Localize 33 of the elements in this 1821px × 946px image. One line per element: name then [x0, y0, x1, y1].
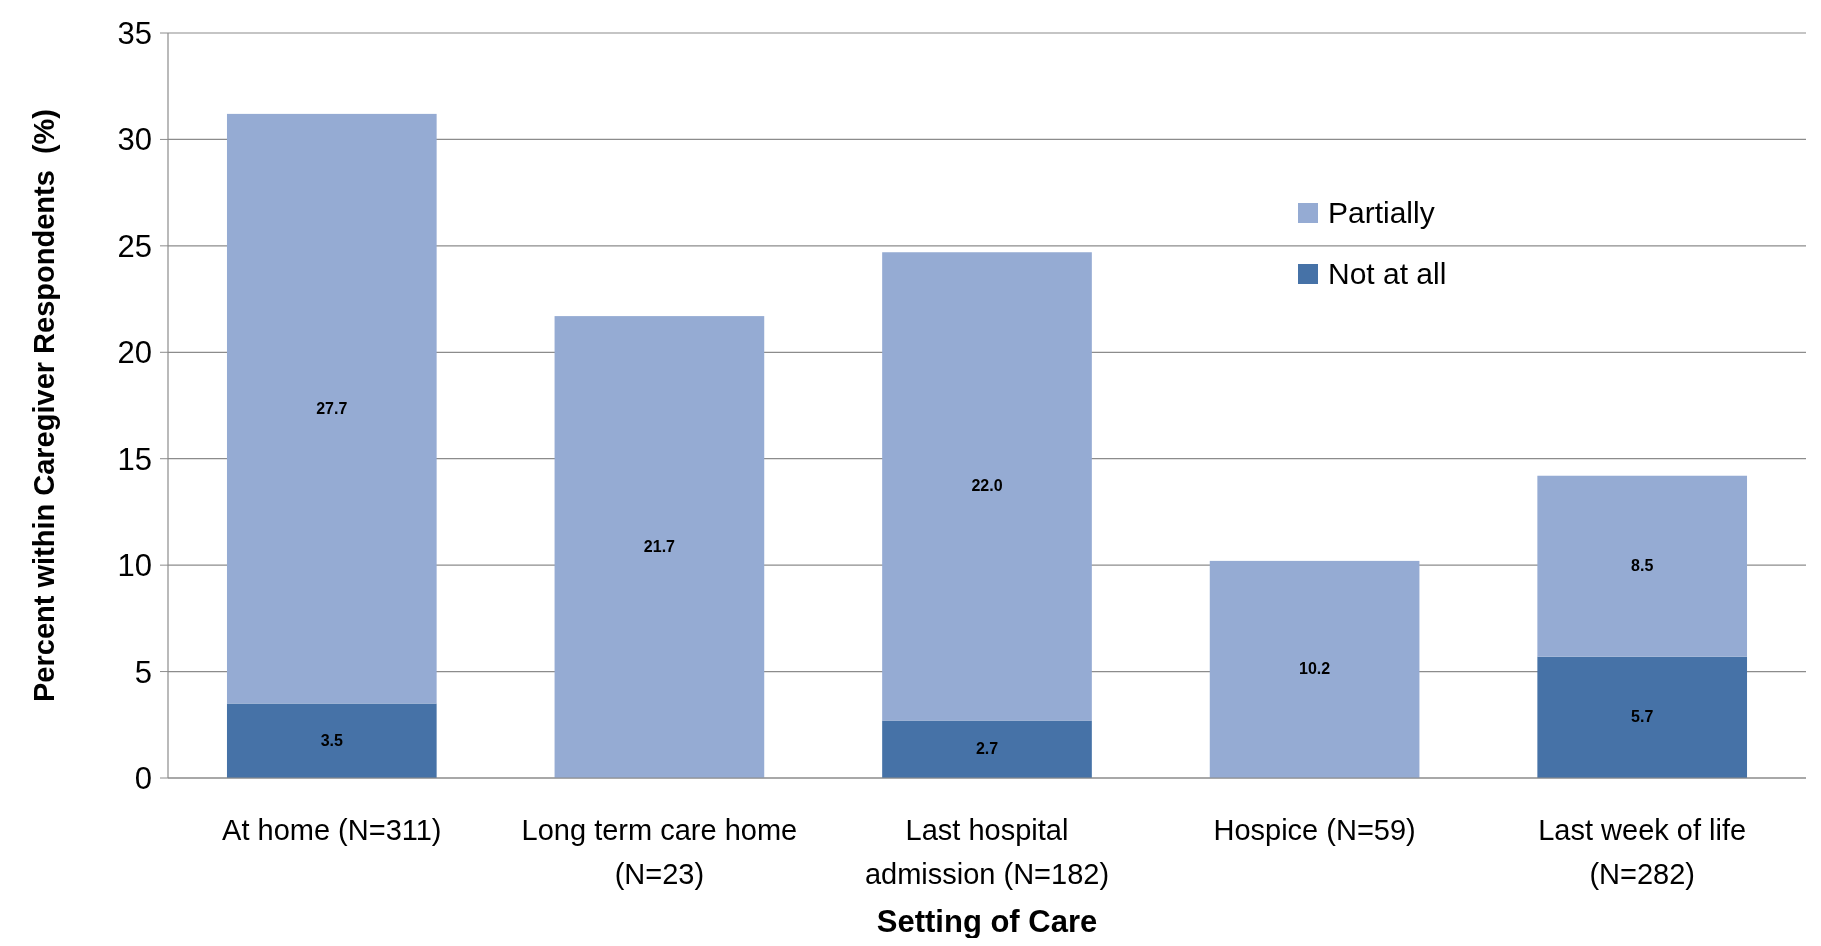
- y-tick-label: 30: [117, 122, 152, 158]
- data-label: 10.2: [1299, 660, 1331, 678]
- x-tick-label: Long term care home (N=23): [521, 814, 798, 890]
- y-tick-label: 10: [117, 548, 152, 584]
- data-label: 27.7: [316, 399, 348, 417]
- y-tick-label: 35: [117, 16, 152, 51]
- data-label: 8.5: [1631, 557, 1654, 575]
- legend-label: Partially: [1328, 196, 1435, 229]
- bar: [1537, 656, 1748, 778]
- x-tick-label: At home (N=311): [222, 814, 442, 846]
- bar: [554, 316, 765, 778]
- data-label: 22.0: [971, 477, 1003, 495]
- x-tick-label: Last hospital admission (N=182): [864, 814, 1110, 890]
- x-tick-label: Last week of life (N=282): [1538, 814, 1747, 890]
- data-label: 3.5: [320, 731, 344, 749]
- data-label: 2.7: [975, 740, 999, 758]
- y-axis-title: Percent within Caregiver Respondents (%): [28, 108, 60, 703]
- legend-label: Not at all: [1328, 257, 1447, 290]
- bar: [882, 252, 1092, 721]
- y-tick-label: 5: [134, 654, 152, 690]
- y-tick-label: 25: [117, 228, 152, 264]
- y-tick-label: 20: [117, 335, 152, 371]
- data-label: 21.7: [643, 538, 676, 556]
- data-label: 5.7: [1631, 708, 1654, 726]
- bar: [226, 113, 437, 704]
- bar: [1537, 475, 1748, 657]
- bar: [226, 703, 437, 778]
- y-tick-label: 0: [134, 761, 152, 796]
- x-tick-label: Hospice (N=59): [1213, 814, 1416, 846]
- y-tick-label: 15: [117, 441, 152, 477]
- x-axis-title: Setting of Care: [876, 904, 1098, 939]
- bar: [882, 720, 1092, 778]
- bar: [1209, 560, 1420, 778]
